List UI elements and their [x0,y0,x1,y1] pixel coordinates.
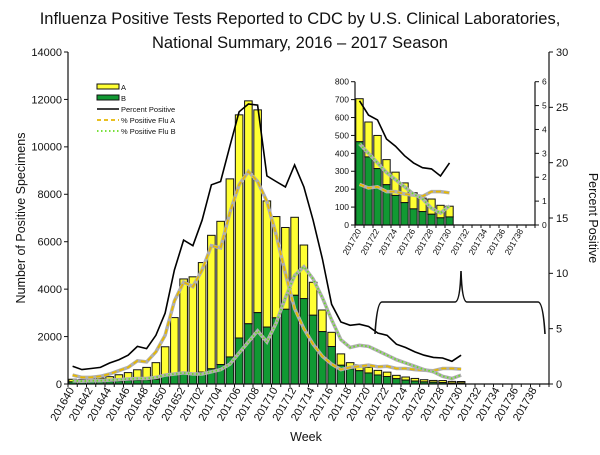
inset-y2-tick-label: 3 [542,148,547,158]
main-bar-b [142,379,151,385]
inset-percent-positive-line [358,100,451,178]
main-bar-a [234,114,244,339]
main-bar-b [151,378,161,385]
x-axis-title: Week [290,430,322,444]
inset-y-tick-label: 400 [335,148,349,158]
main-bar-a [364,366,373,374]
main-bar-a [197,262,207,373]
main-y2-tick-label: 15 [556,213,568,225]
main-y2-tick-label: 10 [556,268,568,280]
main-bar-a [170,317,179,376]
main-bar-b [281,308,290,385]
main-y2-tick-label: 0 [556,379,562,391]
inset-bar-b [355,141,364,226]
main-y-tick-label: 0 [56,379,62,391]
main-y-tick-label: 14000 [31,47,62,59]
legend-swatch-a [96,83,120,90]
inset-flu-a-shadow [358,182,450,199]
main-bar-a [179,278,188,374]
main-bar-a [244,100,253,325]
y2-axis-title: Percent Positive [586,173,600,263]
zoom-bracket [374,270,546,335]
main-bar-b [345,368,355,385]
main-y-tick-label: 10000 [31,142,62,154]
main-bar-b [364,372,373,385]
inset-plot: 0100200300400500600700800012345620172020… [330,72,547,267]
inset-y-tick-label: 200 [335,184,349,194]
legend-label: % Positive Flu A [121,116,175,125]
inset-bar-b [445,216,454,226]
main-y-tick-label: 4000 [38,284,62,296]
main-bar-a [262,200,272,328]
inset-y2-tick-label: 1 [542,196,547,206]
legend-label: B [121,94,126,103]
inset-y2-tick-label: 2 [542,172,547,182]
inset-y-tick-label: 0 [344,220,349,230]
inset-y2-tick-label: 6 [542,77,547,87]
main-flu-a-line [72,170,462,379]
main-bar-b [244,323,253,385]
inset-y-tick-label: 500 [335,130,349,140]
main-bar-a [318,309,327,333]
main-y2-tick-label: 20 [556,158,568,170]
main-bar-b [234,337,244,385]
inset-y-tick-label: 100 [335,202,349,212]
inset-flu-b-line [358,143,451,215]
inset-bar-b [409,208,418,226]
main-y2-tick-label: 25 [556,102,568,114]
inset-y2-tick-label: 5 [542,101,547,111]
inset-y-tick-label: 800 [335,77,349,87]
main-bar-a [327,331,336,348]
chart-title-line-2: National Summary, 2016 – 2017 Season [152,34,448,52]
main-y2-tick-label: 5 [556,324,562,336]
inset-bar-b [418,211,427,226]
main-bar-b [373,374,383,385]
main-bar-b [299,298,309,385]
main-y-tick-label: 6000 [38,237,62,249]
inset-bar-b [391,194,400,226]
legend-swatch-b [96,94,120,101]
inset-y-tick-label: 700 [335,95,349,105]
main-bar-a [253,109,262,314]
main-bar-a [336,353,346,366]
chart-title-line-1: Influenza Positive Tests Reported to CDC… [40,10,561,28]
main-y-tick-label: 12000 [31,94,62,106]
main-bar-a [382,371,392,378]
main-percent-positive-line [72,103,462,371]
legend-label: % Positive Flu B [121,127,176,136]
main-y-tick-label: 2000 [38,331,62,343]
inset-bar-b [373,168,382,226]
legend-label: A [121,83,126,92]
main-y-tick-label: 8000 [38,189,62,201]
inset-bar-b [436,217,445,226]
main-y2-tick-label: 30 [556,47,568,59]
inset-bar-b [400,202,409,226]
main-bar-b [392,378,401,385]
main-bar-a [188,276,198,375]
inset-y-tick-label: 300 [335,166,349,176]
legend-label: Percent Positive [121,105,175,114]
inset-bar-b [427,213,436,226]
legend: AB Percent Positive % Positive Flu A % Posi… [96,83,176,136]
inset-bar-b [364,156,373,226]
main-bar-b [253,312,262,385]
main-bar-a [160,346,170,377]
inset-y2-tick-label: 4 [542,124,547,134]
main-bar-a [373,369,383,376]
main-flu-b-line [72,265,462,383]
inset-y2-tick-label: 0 [542,220,547,230]
y-axis-title: Number of Positive Specimens [14,133,28,304]
main-bar-b [355,370,364,385]
main-bar-b [382,376,392,385]
inset-y-tick-label: 600 [335,113,349,123]
